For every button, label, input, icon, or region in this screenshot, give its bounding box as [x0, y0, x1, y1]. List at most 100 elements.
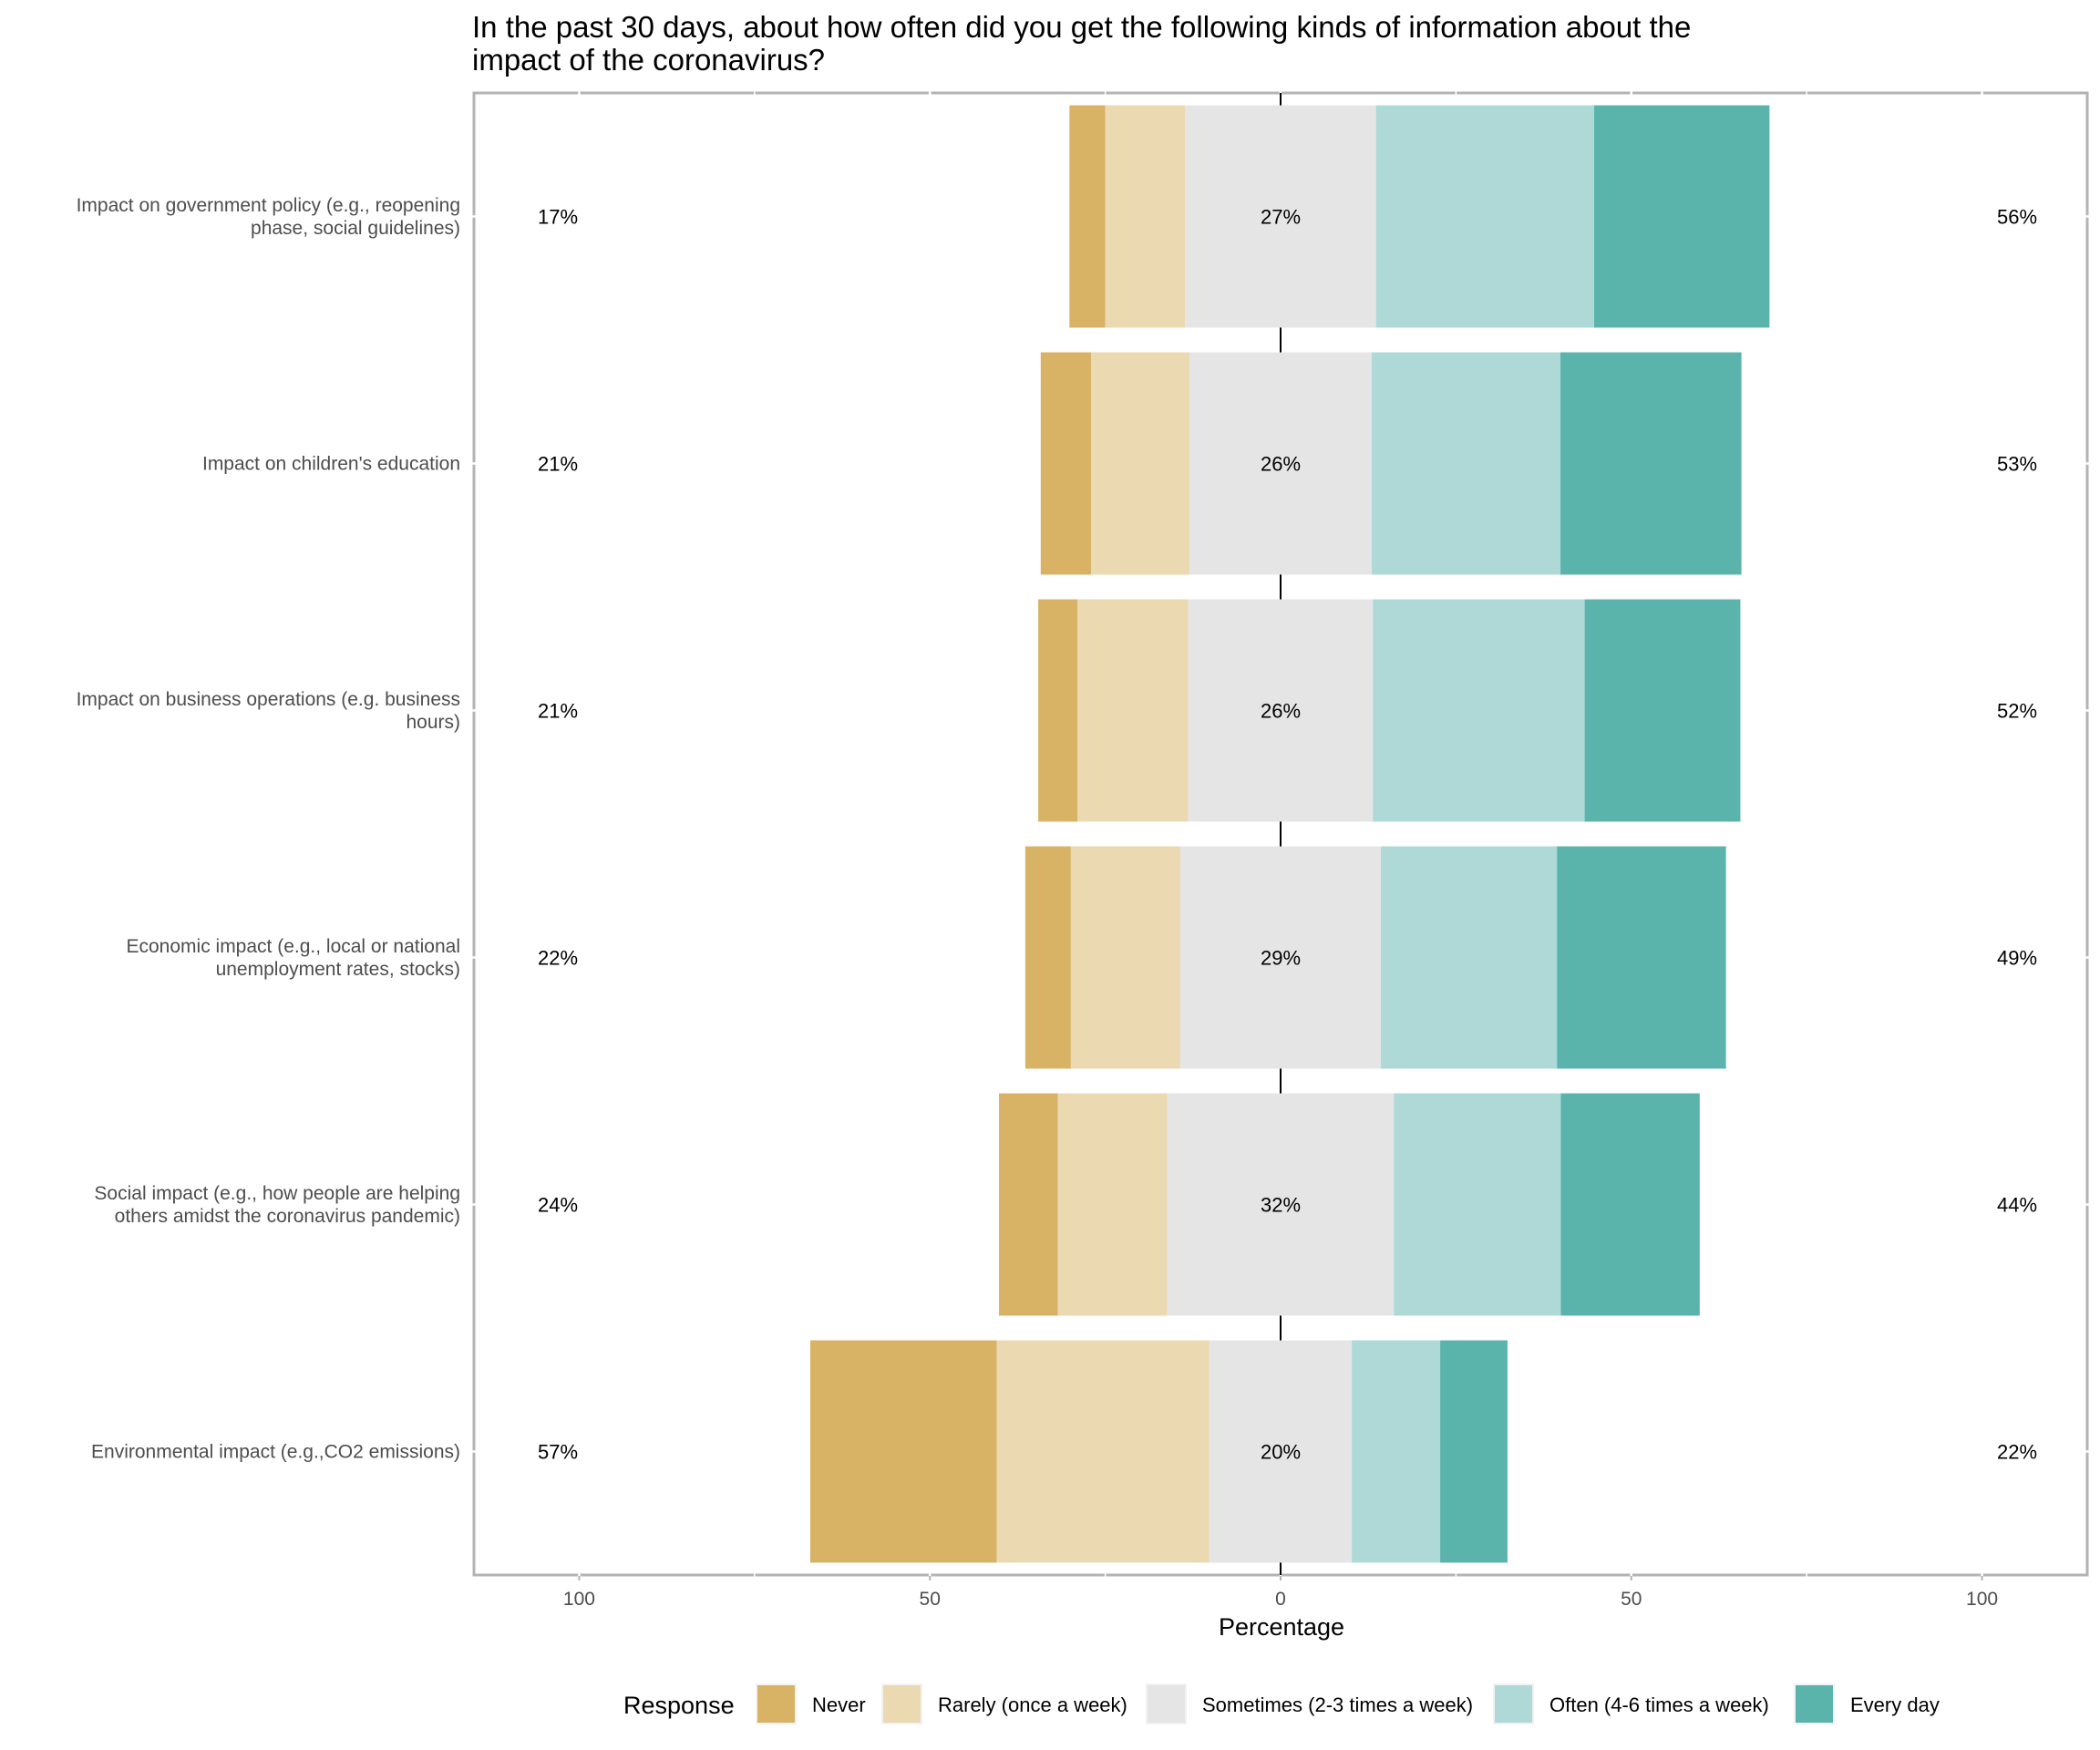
- legend-label: Often (4-6 times a week): [1549, 1693, 1769, 1716]
- left-percent-label: 21%: [538, 700, 578, 723]
- center-percent-label: 26%: [1261, 453, 1301, 476]
- bar-row: [810, 1340, 1508, 1563]
- category-label-line: Impact on children's education: [202, 454, 460, 475]
- category-label-line: Social impact (e.g., how people are help…: [94, 1183, 460, 1204]
- category-label-line: Economic impact (e.g., local or national: [126, 936, 460, 957]
- legend-label: Sometimes (2-3 times a week): [1202, 1693, 1473, 1716]
- bar-segment-never: [1038, 599, 1078, 822]
- left-percent-label: 24%: [538, 1194, 578, 1217]
- legend: Response Never Rarely (once a week) Someti…: [623, 1683, 1940, 1724]
- bar-segment-every-day: [1560, 352, 1742, 575]
- bar-segment-sometimes-2-3-times-a-week: [1185, 105, 1376, 328]
- center-percent-label: 29%: [1261, 947, 1301, 970]
- legend-label: Every day: [1850, 1693, 1940, 1716]
- left-percent-label: 17%: [538, 206, 578, 229]
- bar-segment-never: [1024, 846, 1071, 1069]
- x-tick-label: 100: [1966, 1589, 1998, 1610]
- legend-swatch: [1794, 1683, 1835, 1724]
- legend-item: Never: [756, 1683, 866, 1724]
- chart-title: In the past 30 days, about how often did…: [472, 10, 1691, 77]
- bar-segment-every-day: [1560, 1093, 1700, 1316]
- bar-row: [1040, 352, 1742, 575]
- category-label-line: Environmental impact (e.g.,CO2 emissions…: [91, 1442, 460, 1463]
- bar-segment-sometimes-2-3-times-a-week: [1188, 599, 1374, 822]
- y-axis-labels: Impact on government policy (e.g., reope…: [77, 195, 460, 1463]
- bar-segment-sometimes-2-3-times-a-week: [1179, 846, 1382, 1069]
- legend-title: Response: [623, 1692, 735, 1719]
- bar-row: [1038, 599, 1741, 822]
- category-label: Impact on children's education: [202, 454, 460, 475]
- bar-segment-rarely-once-a-week: [1105, 105, 1186, 328]
- x-axis-ticks: 100 50 0 50 100: [563, 1576, 1998, 1610]
- bar-segment-rarely-once-a-week: [1070, 846, 1180, 1069]
- bar-segment-often-4-6-times-a-week: [1372, 352, 1561, 575]
- legend-item: Sometimes (2-3 times a week): [1146, 1683, 1473, 1724]
- bar-segment-never: [1069, 105, 1106, 328]
- category-label: Social impact (e.g., how people are help…: [94, 1183, 460, 1227]
- bar-segment-sometimes-2-3-times-a-week: [1167, 1093, 1395, 1316]
- bar-segment-never: [1040, 352, 1092, 575]
- bar-segment-never: [999, 1093, 1058, 1316]
- bar-segment-sometimes-2-3-times-a-week: [1209, 1340, 1353, 1563]
- left-percent-label: 57%: [538, 1441, 578, 1464]
- bar-segment-often-4-6-times-a-week: [1375, 105, 1594, 328]
- left-percent-label: 22%: [538, 947, 578, 970]
- bar-segment-rarely-once-a-week: [1091, 352, 1189, 575]
- x-tick-label: 100: [563, 1589, 595, 1610]
- category-label-line: others amidst the coronavirus pandemic): [115, 1206, 460, 1227]
- bar-segment-never: [810, 1340, 997, 1563]
- bar-row: [999, 1093, 1700, 1316]
- x-tick-label: 0: [1275, 1589, 1286, 1610]
- category-label-line: unemployment rates, stocks): [216, 959, 460, 980]
- right-percent-label: 56%: [1997, 206, 2037, 229]
- right-percent-label: 49%: [1997, 947, 2037, 970]
- bar-segment-rarely-once-a-week: [1057, 1093, 1168, 1316]
- plot-panel: [472, 91, 2089, 1577]
- bar-segment-every-day: [1557, 846, 1726, 1069]
- bar-segment-often-4-6-times-a-week: [1373, 599, 1585, 822]
- legend-swatch: [1493, 1683, 1534, 1724]
- left-percent-label: 21%: [538, 453, 578, 476]
- bar-segment-sometimes-2-3-times-a-week: [1189, 352, 1373, 575]
- category-label: Environmental impact (e.g.,CO2 emissions…: [91, 1442, 460, 1463]
- center-percent-label: 32%: [1261, 1194, 1301, 1217]
- percent-labels-layer: 17% 27% 56% 21% 26% 53% 21% 26% 52% 22% 29% 49% 24% 3…: [538, 206, 2037, 1464]
- legend-item: Every day: [1794, 1683, 1940, 1724]
- x-axis-title: Percentage: [1219, 1613, 1344, 1641]
- category-label: Impact on business operations (e.g. busi…: [77, 689, 460, 733]
- bar-segment-every-day: [1593, 105, 1770, 328]
- right-percent-label: 22%: [1997, 1441, 2037, 1464]
- legend-label: Rarely (once a week): [938, 1693, 1127, 1716]
- bar-segment-often-4-6-times-a-week: [1352, 1340, 1441, 1563]
- x-tick-label: 50: [1621, 1589, 1642, 1610]
- legend-item: Often (4-6 times a week): [1493, 1683, 1769, 1724]
- bar-segment-every-day: [1584, 599, 1741, 822]
- legend-swatch: [881, 1683, 922, 1724]
- center-percent-label: 26%: [1261, 700, 1301, 723]
- chart-title-line-1: In the past 30 days, about how often did…: [472, 10, 1691, 44]
- bar-segment-often-4-6-times-a-week: [1381, 846, 1558, 1069]
- bar-row: [1069, 105, 1770, 328]
- legend-swatch: [1146, 1683, 1187, 1724]
- right-percent-label: 52%: [1997, 700, 2037, 723]
- category-label: Economic impact (e.g., local or national…: [126, 936, 460, 980]
- x-tick-label: 50: [920, 1589, 941, 1610]
- bars-layer: [810, 105, 1770, 1563]
- bar-segment-often-4-6-times-a-week: [1394, 1093, 1561, 1316]
- bar-segment-rarely-once-a-week: [1077, 599, 1189, 822]
- bar-row: [1024, 846, 1726, 1069]
- bar-segment-every-day: [1440, 1340, 1508, 1563]
- chart-title-line-2: impact of the coronavirus?: [472, 43, 825, 77]
- right-percent-label: 53%: [1997, 453, 2037, 476]
- category-label-line: Impact on business operations (e.g. busi…: [77, 689, 460, 710]
- right-percent-label: 44%: [1997, 1194, 2037, 1217]
- center-percent-label: 20%: [1261, 1441, 1301, 1464]
- legend-swatch: [756, 1683, 797, 1724]
- category-label-line: phase, social guidelines): [251, 218, 460, 239]
- category-label-line: Impact on government policy (e.g., reope…: [77, 195, 460, 216]
- category-label: Impact on government policy (e.g., reope…: [77, 195, 460, 239]
- bar-segment-rarely-once-a-week: [996, 1340, 1210, 1563]
- category-label-line: hours): [406, 712, 460, 733]
- legend-item: Rarely (once a week): [881, 1683, 1127, 1724]
